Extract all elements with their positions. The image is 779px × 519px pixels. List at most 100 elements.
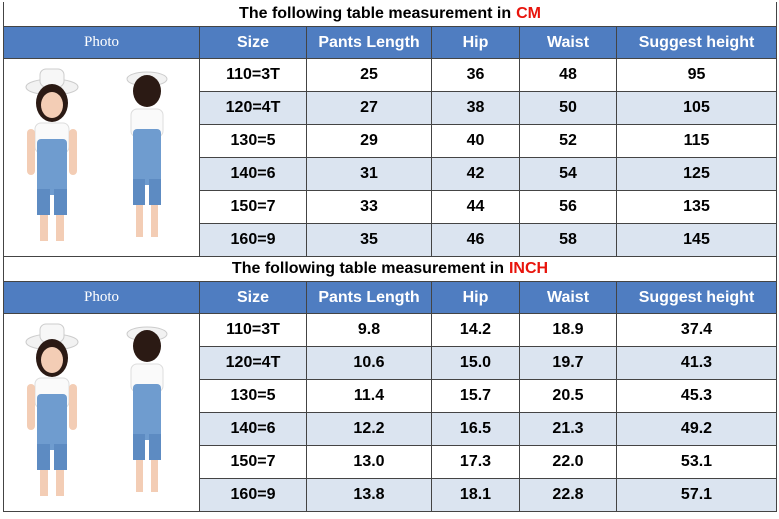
data-cell: 36 — [431, 58, 520, 92]
header-cell: Suggest height — [616, 281, 777, 314]
data-cell: 37.4 — [616, 313, 777, 347]
data-row: 120=4T 10.6 15.0 19.7 41.3 — [4, 346, 777, 380]
data-cell: 18.1 — [431, 478, 520, 512]
data-cell: 145 — [615, 223, 778, 257]
data-cell: 13.0 — [306, 445, 432, 479]
header-cell: Photo — [3, 26, 200, 59]
header-cell: Hip — [431, 281, 520, 314]
girl-front — [25, 323, 78, 496]
data-cell: 38 — [431, 91, 520, 125]
data-cell: 27 — [306, 91, 432, 125]
data-cell: 41.3 — [616, 346, 777, 380]
data-cell: 56 — [519, 190, 617, 224]
data-cell: 44 — [431, 190, 520, 224]
data-cell: 22.0 — [519, 445, 617, 479]
girl-back — [126, 326, 167, 492]
data-cell: 58 — [519, 223, 617, 257]
table-title: The following table measurement in CM — [2, 2, 778, 27]
data-cell: 9.8 — [306, 313, 432, 347]
data-cell: 20.5 — [519, 379, 617, 413]
header-cell: Size — [199, 26, 307, 59]
data-cell: 120=4T — [199, 91, 307, 125]
header-row: Photo Size Pants Length Hip Waist Suggest hei… — [3, 281, 777, 314]
data-row: 150=7 13.0 17.3 22.0 53.1 — [4, 445, 777, 479]
table-title: The following table measurement in INCH — [3, 257, 777, 282]
data-cell: 110=3T — [199, 313, 307, 347]
data-cell: 16.5 — [431, 412, 520, 446]
header-cell: Pants Length — [306, 281, 432, 314]
data-cell: 120=4T — [199, 346, 307, 380]
data-cell: 42 — [431, 157, 520, 191]
photo-cell — [3, 313, 200, 512]
title-row: The following table measurement in INCH — [3, 257, 777, 282]
data-cell: 31 — [306, 157, 432, 191]
data-cell: 29 — [306, 124, 432, 158]
title-row: The following table measurement in CM — [2, 2, 778, 27]
data-cell: 52 — [519, 124, 617, 158]
data-cell: 110=3T — [199, 58, 307, 92]
data-cell: 15.7 — [431, 379, 520, 413]
girl-front — [25, 68, 78, 241]
data-cell: 125 — [615, 157, 778, 191]
data-row: 110=3T 9.8 14.2 18.9 37.4 — [3, 313, 777, 512]
data-row: 140=6 12.2 16.5 21.3 49.2 — [4, 412, 777, 446]
data-cell: 140=6 — [199, 412, 307, 446]
data-cell: 33 — [306, 190, 432, 224]
data-cell: 57.1 — [616, 478, 777, 512]
data-cell: 150=7 — [199, 445, 307, 479]
size-table: The following table measurement in INCH Ph… — [3, 257, 777, 512]
data-cell: 12.2 — [306, 412, 432, 446]
data-cell: 10.6 — [306, 346, 432, 380]
girl-back — [126, 71, 167, 237]
header-cell: Waist — [519, 26, 617, 59]
size-chart: The following table measurement in CM Phot… — [2, 2, 778, 512]
data-cell: 105 — [615, 91, 778, 125]
header-cell: Size — [199, 281, 307, 314]
data-cell: 15.0 — [431, 346, 520, 380]
data-row: 160=9 13.8 18.1 22.8 57.1 — [4, 478, 777, 512]
header-row: Photo Size Pants Length Hip Waist Suggest hei… — [3, 26, 778, 59]
header-cell: Waist — [519, 281, 617, 314]
data-row: 130=5 11.4 15.7 20.5 45.3 — [4, 379, 777, 413]
data-cell: 35 — [306, 223, 432, 257]
title-text: The following table measurement in — [239, 5, 512, 22]
data-cell: 140=6 — [199, 157, 307, 191]
header-cell: Pants Length — [306, 26, 432, 59]
data-cell: 14.2 — [431, 313, 520, 347]
size-table: The following table measurement in CM Phot… — [2, 2, 778, 257]
data-cell: 49.2 — [616, 412, 777, 446]
data-cell: 53.1 — [616, 445, 777, 479]
header-cell: Photo — [3, 281, 200, 314]
data-cell: 50 — [519, 91, 617, 125]
data-cell: 135 — [615, 190, 778, 224]
data-cell: 40 — [431, 124, 520, 158]
data-row: 110=3T 25 36 48 95 — [3, 58, 778, 257]
data-cell: 160=9 — [199, 223, 307, 257]
data-cell: 25 — [306, 58, 432, 92]
data-cell: 11.4 — [306, 379, 432, 413]
data-row: 140=6 31 42 54 125 — [4, 157, 778, 191]
data-cell: 160=9 — [199, 478, 307, 512]
data-cell: 18.9 — [519, 313, 617, 347]
data-cell: 54 — [519, 157, 617, 191]
data-cell: 46 — [431, 223, 520, 257]
data-cell: 19.7 — [519, 346, 617, 380]
photo-cell — [3, 58, 200, 257]
data-cell: 115 — [615, 124, 778, 158]
data-cell: 13.8 — [306, 478, 432, 512]
data-cell: 95 — [615, 58, 778, 92]
photo-illustration — [25, 323, 167, 496]
data-cell: 150=7 — [199, 190, 307, 224]
title-unit: CM — [516, 5, 541, 22]
data-cell: 21.3 — [519, 412, 617, 446]
data-cell: 48 — [519, 58, 617, 92]
title-unit: INCH — [508, 260, 549, 277]
photo-illustration — [25, 68, 167, 241]
header-cell: Hip — [431, 26, 520, 59]
data-cell: 130=5 — [199, 379, 307, 413]
data-cell: 22.8 — [519, 478, 617, 512]
title-text: The following table measurement in — [231, 260, 504, 277]
data-cell: 45.3 — [616, 379, 777, 413]
header-cell: Suggest height — [615, 26, 778, 59]
